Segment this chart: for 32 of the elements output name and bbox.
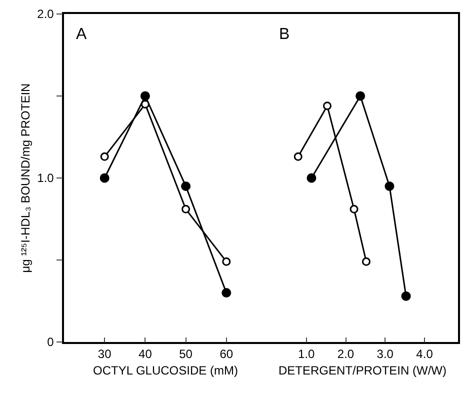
x-tick-label: 50 [179,347,193,362]
y-tick-label: 0 [47,335,54,350]
y-tick-label: 1.0 [37,171,54,186]
point [362,257,370,266]
y-axis-title: μg ¹²⁵I-HDL₃ BOUND/mg PROTEIN [18,83,32,273]
point [181,181,191,191]
x-tick-label: 3.0 [376,347,394,362]
x-tick-label: 4.0 [416,347,434,362]
x-tick-label: 40 [138,347,152,362]
point [100,173,110,183]
y-tick-label: 2.0 [37,7,54,22]
point [182,204,190,214]
x-tick-label: 2.0 [337,347,354,362]
text: B [279,26,290,43]
point [356,91,366,101]
point [306,173,316,183]
text: A [76,26,87,43]
point [222,288,232,298]
x-axis-title: OCTYL GLUCOSIDE (mM) [93,364,238,378]
point [140,91,150,101]
point [384,181,394,191]
x-tick-label: 60 [220,347,234,362]
x-tick-label: 1.0 [298,347,316,362]
point [401,291,411,301]
point [350,204,358,214]
x-tick-label: 30 [98,347,112,362]
point [140,100,150,108]
point [294,152,302,161]
point [222,257,231,266]
point [100,152,109,161]
x-axis-title: DETERGENT/PROTEIN (W/W) [278,364,446,378]
point [323,102,332,110]
